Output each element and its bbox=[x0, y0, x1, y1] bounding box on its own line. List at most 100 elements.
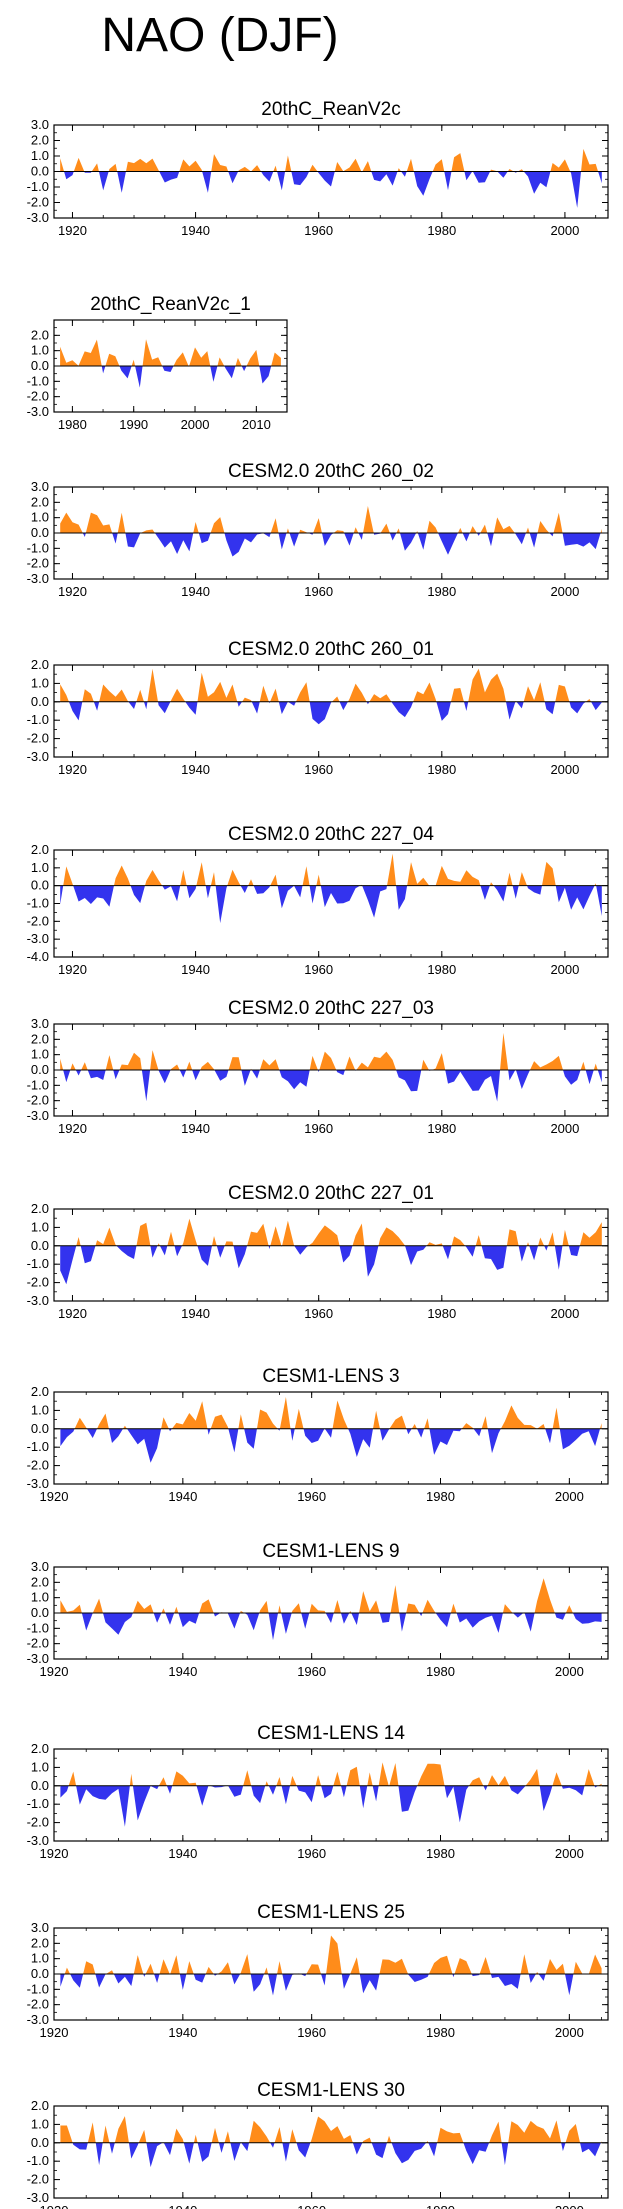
y-tick-label: 3.0 bbox=[31, 117, 49, 132]
x-tick-label: 2010 bbox=[242, 417, 271, 432]
y-tick-label: 1.0 bbox=[31, 860, 49, 875]
chart-panel-6: CESM2.0 20thC 227_03 3.02.01.00.0-1.0-2.0… bbox=[27, 998, 609, 1136]
y-tick-label: 2.0 bbox=[31, 657, 49, 672]
x-tick-label: 1940 bbox=[168, 1664, 197, 1679]
y-tick-label: -2.0 bbox=[27, 195, 49, 210]
x-tick-label: 1940 bbox=[181, 762, 210, 777]
negative-area bbox=[60, 1613, 602, 1641]
y-tick-label: 2.0 bbox=[31, 1031, 49, 1046]
chart-title: CESM2.0 20thC 227_01 bbox=[228, 1183, 434, 1204]
y-tick-label: -2.0 bbox=[27, 1275, 49, 1290]
y-tick-label: -2.0 bbox=[27, 2172, 49, 2187]
y-tick-label: 2.0 bbox=[31, 1201, 49, 1216]
y-tick-label: 1.0 bbox=[31, 148, 49, 163]
x-tick-label: 1920 bbox=[40, 2203, 69, 2209]
chart-panel-9: CESM1-LENS 9 3.02.01.00.0-1.0-2.0-3.01920… bbox=[27, 1541, 609, 1679]
chart-panel-2: 20thC_ReanV2c_1 2.01.00.0-1.0-2.0-3.0 1980… bbox=[27, 294, 288, 432]
chart-title: CESM1-LENS 3 bbox=[262, 1366, 399, 1387]
chart-title: CESM1-LENS 30 bbox=[257, 2080, 405, 2101]
x-tick-label: 1920 bbox=[40, 2025, 69, 2040]
y-tick-label: 0.0 bbox=[31, 2135, 49, 2150]
positive-area bbox=[60, 506, 602, 533]
x-tick-label: 1920 bbox=[58, 1306, 87, 1321]
x-tick-label: 2000 bbox=[550, 584, 579, 599]
positive-area bbox=[60, 148, 602, 172]
y-tick-label: 0.0 bbox=[31, 164, 49, 179]
y-tick-label: 2.0 bbox=[31, 1741, 49, 1756]
x-tick-label: 1960 bbox=[304, 962, 333, 977]
chart-title: CESM2.0 20thC 227_03 bbox=[228, 998, 434, 1019]
y-tick-label: 1.0 bbox=[31, 1759, 49, 1774]
y-tick-label: 3.0 bbox=[31, 1016, 49, 1031]
x-tick-label: 2000 bbox=[555, 2203, 584, 2209]
y-tick-label: -2.0 bbox=[27, 389, 49, 404]
negative-area bbox=[72, 2142, 601, 2168]
x-tick-label: 2000 bbox=[181, 417, 210, 432]
x-tick-label: 2000 bbox=[555, 1846, 584, 1861]
y-tick-label: -3.0 bbox=[27, 2012, 49, 2027]
x-tick-label: 1940 bbox=[181, 1121, 210, 1136]
x-tick-label: 1980 bbox=[426, 1846, 455, 1861]
chart-title: CESM2.0 20thC 227_04 bbox=[228, 824, 434, 845]
y-tick-label: -3.0 bbox=[27, 1476, 49, 1491]
chart-panel-7: CESM2.0 20thC 227_01 2.0 1.0 0.0 -1.0 -2.0 -3.… bbox=[27, 1183, 609, 1321]
x-tick-label: 1960 bbox=[297, 1489, 326, 1504]
y-tick-label: -2.0 bbox=[27, 1997, 49, 2012]
y-tick-label: 2.0 bbox=[31, 1935, 49, 1950]
y-tick-label: -1.0 bbox=[27, 540, 49, 555]
positive-area bbox=[60, 668, 592, 702]
x-tick-label: 1940 bbox=[181, 223, 210, 238]
y-tick-label: -3.0 bbox=[27, 1293, 49, 1308]
y-tick-label: -1.0 bbox=[27, 1796, 49, 1811]
x-tick-label: 1980 bbox=[426, 2203, 455, 2209]
x-tick-label: 1980 bbox=[426, 2025, 455, 2040]
x-tick-label: 1980 bbox=[427, 762, 456, 777]
y-tick-label: 2.0 bbox=[31, 327, 49, 342]
y-tick-label: -2.0 bbox=[27, 1093, 49, 1108]
positive-area bbox=[60, 1935, 602, 1974]
negative-area bbox=[60, 171, 602, 208]
x-tick-label: 1940 bbox=[168, 2025, 197, 2040]
x-tick-label: 1980 bbox=[427, 1121, 456, 1136]
y-tick-label: 2.0 bbox=[31, 2098, 49, 2113]
y-tick-label: 3.0 bbox=[31, 1920, 49, 1935]
y-tick-label: 1.0 bbox=[31, 1590, 49, 1605]
x-tick-label: 1990 bbox=[119, 417, 148, 432]
negative-area bbox=[60, 533, 602, 557]
y-tick-label: -3.0 bbox=[27, 404, 49, 419]
y-tick-label: 1.0 bbox=[31, 1402, 49, 1417]
plot-frame bbox=[53, 849, 609, 958]
y-tick-label: 2.0 bbox=[31, 494, 49, 509]
y-tick-label: -3.0 bbox=[27, 931, 49, 946]
y-tick-label: -1.0 bbox=[27, 2153, 49, 2168]
y-tick-label: 2.0 bbox=[31, 133, 49, 148]
y-tick-label: -2.0 bbox=[27, 1815, 49, 1830]
y-tick-label: -1.0 bbox=[27, 1620, 49, 1635]
x-tick-label: 1960 bbox=[304, 762, 333, 777]
y-tick-label: -1.0 bbox=[27, 712, 49, 727]
x-tick-label: 2000 bbox=[550, 223, 579, 238]
negative-area bbox=[60, 366, 281, 388]
plot-frame bbox=[53, 2105, 609, 2199]
chart-title: 20thC_ReanV2c_1 bbox=[90, 294, 251, 315]
x-tick-label: 1960 bbox=[304, 223, 333, 238]
y-tick-label: 2.0 bbox=[31, 1574, 49, 1589]
x-tick-label: 1980 bbox=[427, 584, 456, 599]
chart-title: CESM1-LENS 25 bbox=[257, 1902, 405, 1923]
y-tick-label: -1.0 bbox=[27, 1439, 49, 1454]
y-tick-label: 2.0 bbox=[31, 842, 49, 857]
y-tick-label: -1.0 bbox=[27, 179, 49, 194]
y-tick-label: 2.0 bbox=[31, 1384, 49, 1399]
x-tick-label: 1980 bbox=[426, 1664, 455, 1679]
y-tick-label: -2.0 bbox=[27, 731, 49, 746]
y-tick-label: 0.0 bbox=[31, 1062, 49, 1077]
positive-area bbox=[68, 1762, 602, 1786]
x-tick-label: 1920 bbox=[58, 962, 87, 977]
chart-title: CESM1-LENS 9 bbox=[262, 1541, 399, 1562]
x-tick-label: 1920 bbox=[58, 762, 87, 777]
x-tick-label: 2000 bbox=[550, 762, 579, 777]
x-tick-label: 1940 bbox=[181, 1306, 210, 1321]
chart-title: CESM2.0 20thC 260_01 bbox=[228, 639, 434, 660]
